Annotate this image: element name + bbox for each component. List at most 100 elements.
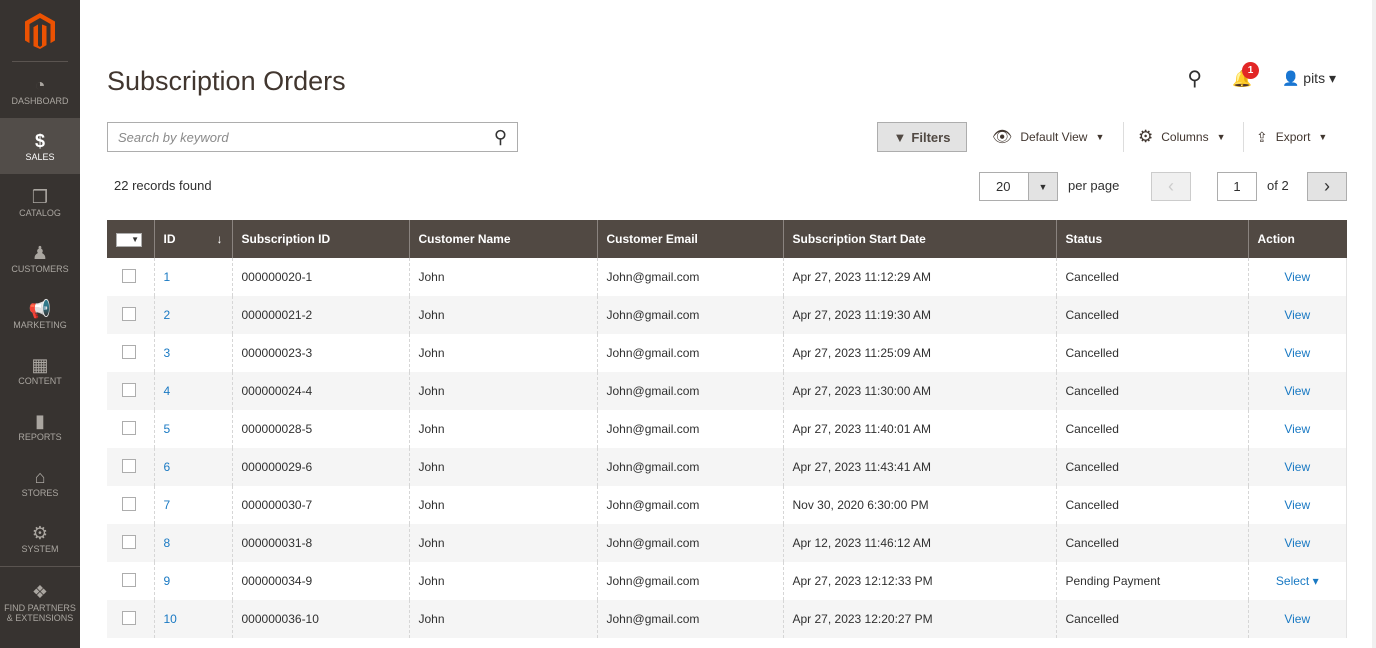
row-checkbox[interactable]: [107, 486, 154, 524]
per-page-select[interactable]: 20 ▼: [979, 172, 1058, 201]
cell-customer-name: John: [408, 524, 597, 562]
view-link[interactable]: View: [1284, 422, 1311, 436]
cell-start-date: Nov 30, 2020 6:30:00 PM: [782, 486, 1056, 524]
default-view-dropdown[interactable]: 👁 Default View ▼: [992, 129, 1105, 146]
funnel-icon: ▼: [893, 129, 907, 145]
view-link[interactable]: View: [1284, 460, 1311, 474]
cell-start-date: Apr 27, 2023 11:43:41 AM: [782, 448, 1056, 486]
table-row: 3 000000023-3 John John@gmail.com Apr 27, 20…: [107, 334, 1347, 372]
cell-status: Cancelled: [1055, 372, 1248, 410]
cell-status: Cancelled: [1055, 448, 1248, 486]
row-checkbox[interactable]: [107, 372, 154, 410]
cell-customer-email: John@gmail.com: [596, 296, 783, 334]
sidebar-item-reports[interactable]: ▮ REPORTS: [0, 398, 80, 454]
view-link[interactable]: View: [1284, 498, 1311, 512]
sidebar-item-sales[interactable]: $ SALES: [0, 118, 80, 174]
bricks-icon: ❖: [31, 581, 49, 602]
notifications-bell-icon[interactable]: 🔔 1: [1232, 61, 1260, 89]
columns-dropdown[interactable]: ⚙ Columns ▼: [1138, 127, 1226, 146]
sidebar-item-label: SALES: [25, 152, 55, 162]
col-status[interactable]: Status: [1055, 220, 1248, 258]
chevron-down-icon[interactable]: ▼: [1028, 173, 1057, 200]
cell-status: Cancelled: [1055, 524, 1248, 562]
row-checkbox[interactable]: [107, 562, 154, 600]
row-checkbox[interactable]: [107, 258, 154, 296]
cell-id: 2: [153, 296, 232, 334]
per-page-value: 20: [996, 179, 1011, 194]
cell-id: 10: [153, 600, 232, 638]
cell-id: 5: [153, 410, 232, 448]
cell-customer-email: John@gmail.com: [596, 562, 783, 600]
person-icon: ♟: [31, 243, 49, 263]
global-search-icon[interactable]: ⚲: [1187, 68, 1203, 90]
search-icon[interactable]: ⚲: [493, 126, 507, 147]
page-number-input[interactable]: 1: [1217, 172, 1257, 201]
cell-subscription-id: 000000034-9: [231, 562, 409, 600]
sidebar-item-find[interactable]: ❖ FIND PARTNERS & EXTENSIONS: [0, 566, 80, 636]
cell-customer-email: John@gmail.com: [596, 334, 783, 372]
row-checkbox[interactable]: [107, 296, 154, 334]
cell-id: 1: [153, 258, 232, 296]
per-page-label: per page: [1068, 178, 1120, 193]
cell-id: 6: [153, 448, 232, 486]
cell-customer-email: John@gmail.com: [596, 600, 783, 638]
export-dropdown[interactable]: ⇪ Export ▼: [1256, 128, 1328, 145]
view-link[interactable]: View: [1284, 308, 1311, 322]
notification-count-badge: 1: [1242, 61, 1260, 79]
sidebar-item-catalog[interactable]: ❒ CATALOG: [0, 174, 80, 230]
sidebar-item-marketing[interactable]: 📢 MARKETING: [0, 286, 80, 342]
cell-id: 4: [153, 372, 232, 410]
col-start-date[interactable]: Subscription Start Date: [782, 220, 1056, 258]
sidebar-item-system[interactable]: ⚙ SYSTEM: [0, 510, 80, 566]
total-pages: of 2: [1267, 178, 1289, 193]
cell-customer-name: John: [408, 486, 597, 524]
cell-subscription-id: 000000024-4: [231, 372, 409, 410]
cell-subscription-id: 000000028-5: [231, 410, 409, 448]
box-icon: ❒: [31, 187, 49, 207]
table-row: 7 000000030-7 John John@gmail.com Nov 30, 20…: [107, 486, 1347, 524]
table-row: 4 000000024-4 John John@gmail.com Apr 27, 20…: [107, 372, 1347, 410]
row-checkbox[interactable]: [107, 448, 154, 486]
row-checkbox[interactable]: [107, 524, 154, 562]
sidebar-item-customers[interactable]: ♟ CUSTOMERS: [0, 230, 80, 286]
cell-customer-email: John@gmail.com: [596, 410, 783, 448]
sidebar-item-dashboard[interactable]: ◔ DASHBOARD: [0, 62, 80, 118]
magento-logo[interactable]: [12, 0, 68, 62]
cell-id: 7: [153, 486, 232, 524]
row-checkbox[interactable]: [107, 334, 154, 372]
cell-customer-name: John: [408, 334, 597, 372]
filters-button[interactable]: ▼ Filters: [877, 122, 967, 152]
cell-status: Cancelled: [1055, 296, 1248, 334]
col-customer-email[interactable]: Customer Email: [596, 220, 783, 258]
cell-start-date: Apr 27, 2023 11:30:00 AM: [782, 372, 1056, 410]
megaphone-icon: 📢: [28, 299, 52, 319]
row-checkbox[interactable]: [107, 410, 154, 448]
user-menu[interactable]: 👤 pits ▾: [1281, 70, 1336, 86]
select-action-dropdown[interactable]: Select ▾: [1275, 574, 1319, 588]
sidebar-item-stores[interactable]: ⌂ STORES: [0, 454, 80, 510]
col-customer-name[interactable]: Customer Name: [408, 220, 597, 258]
bar-chart-icon: ▮: [35, 411, 45, 431]
scrollbar[interactable]: [1372, 0, 1376, 648]
mass-select-header[interactable]: ▼: [107, 220, 154, 258]
col-id[interactable]: ID ↓: [153, 220, 232, 258]
table-row: 1 000000020-1 John John@gmail.com Apr 27, 20…: [107, 258, 1347, 296]
prev-page-button[interactable]: ‹: [1151, 172, 1191, 201]
view-link[interactable]: View: [1284, 536, 1311, 550]
view-link[interactable]: View: [1284, 384, 1311, 398]
row-checkbox[interactable]: [107, 600, 154, 638]
gear-icon: ⚙: [31, 523, 49, 543]
dollar-icon: $: [34, 131, 45, 151]
cell-status: Cancelled: [1055, 334, 1248, 372]
col-subscription-id[interactable]: Subscription ID: [231, 220, 409, 258]
sidebar-item-content[interactable]: ▦ CONTENT: [0, 342, 80, 398]
view-link[interactable]: View: [1284, 346, 1311, 360]
cell-customer-name: John: [408, 296, 597, 334]
view-link[interactable]: View: [1284, 612, 1311, 626]
next-page-button[interactable]: ›: [1307, 172, 1347, 201]
cell-subscription-id: 000000021-2: [231, 296, 409, 334]
view-link[interactable]: View: [1284, 270, 1311, 284]
table-row: 8 000000031-8 John John@gmail.com Apr 12, 20…: [107, 524, 1347, 562]
search-input[interactable]: Search by keyword ⚲: [107, 122, 518, 152]
store-icon: ⌂: [34, 467, 46, 487]
